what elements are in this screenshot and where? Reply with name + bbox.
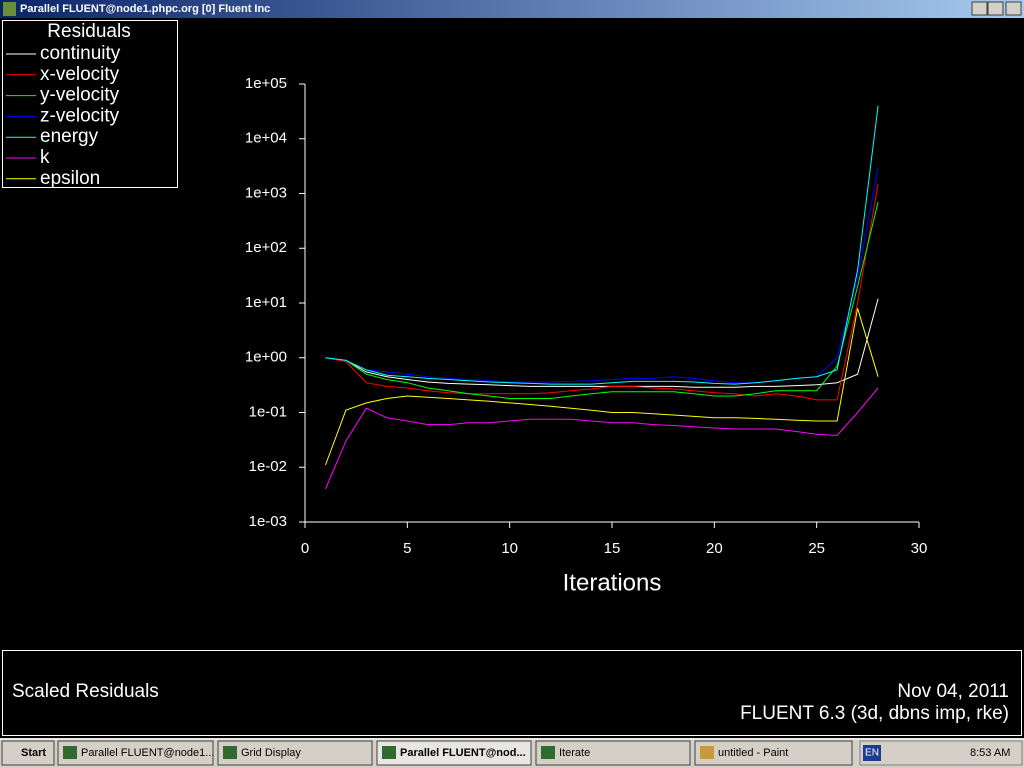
y-tick-label: 1e-02: [249, 458, 287, 475]
window-title: Parallel FLUENT@node1.phpc.org [0] Fluen…: [20, 3, 270, 15]
task-button[interactable]: [376, 740, 532, 766]
series-line: [325, 308, 879, 466]
lang-box[interactable]: [863, 745, 881, 761]
footer-title: Scaled Residuals: [12, 681, 159, 702]
y-tick-label: 1e+02: [245, 239, 287, 256]
start-label[interactable]: Start: [21, 747, 46, 759]
task-icon[interactable]: [63, 746, 77, 759]
series-line: [325, 387, 879, 490]
legend-label: k: [40, 147, 50, 168]
series-line: [325, 183, 879, 401]
y-tick-label: 1e+00: [245, 349, 287, 366]
task-icon[interactable]: [541, 746, 555, 759]
series-line: [325, 105, 879, 385]
window-controls[interactable]: [971, 1, 1022, 16]
y-tick-label: 1e+05: [245, 75, 287, 92]
task-button[interactable]: [694, 740, 853, 766]
minimize-button[interactable]: [971, 1, 988, 16]
footer-box: [2, 650, 1022, 736]
footer-date: Nov 04, 2011: [897, 681, 1009, 702]
x-tick-label: 15: [604, 540, 621, 557]
x-tick-label: 5: [403, 540, 411, 557]
x-tick-label: 30: [911, 540, 928, 557]
series-line: [325, 167, 879, 384]
lang[interactable]: EN: [865, 748, 879, 759]
start-button[interactable]: Start: [1, 740, 55, 766]
app-icon: [3, 2, 16, 16]
title-bar: [0, 0, 1024, 18]
clock: 8:53 AM: [970, 747, 1010, 759]
x-tick-label: 25: [808, 540, 825, 557]
x-axis-label: Iterations: [563, 569, 662, 596]
series-line: [325, 298, 879, 388]
task-label[interactable]: Iterate: [559, 747, 590, 759]
legend-label: x-velocity: [40, 64, 120, 85]
y-tick-label: 1e+01: [245, 294, 287, 311]
footer-version: FLUENT 6.3 (3d, dbns imp, rke): [740, 703, 1009, 724]
task-icon[interactable]: [700, 746, 714, 759]
y-tick-label: 1e+04: [245, 130, 287, 147]
legend-label: epsilon: [40, 168, 100, 189]
y-tick-label: 1e+03: [245, 184, 287, 201]
task-icon[interactable]: [382, 746, 396, 759]
task-button[interactable]: [57, 740, 214, 766]
series-line: [325, 201, 879, 399]
task-button[interactable]: [535, 740, 691, 766]
start-frame[interactable]: [1, 740, 55, 766]
maximize-button[interactable]: [987, 1, 1004, 16]
x-tick-label: 20: [706, 540, 723, 557]
task-label[interactable]: untitled - Paint: [718, 747, 788, 759]
task-icon[interactable]: [223, 746, 237, 759]
close-button[interactable]: [1005, 1, 1022, 16]
task-button[interactable]: [217, 740, 373, 766]
x-tick-label: 10: [501, 540, 518, 557]
legend-title: Residuals: [47, 21, 130, 42]
legend-box: [2, 20, 178, 188]
legend-label: y-velocity: [40, 85, 120, 106]
legend-label: z-velocity: [40, 105, 120, 126]
task-label[interactable]: Parallel FLUENT@nod...: [400, 747, 526, 759]
tray: [859, 740, 1023, 766]
task-label[interactable]: Grid Display: [241, 747, 301, 759]
x-tick-label: 0: [301, 540, 309, 557]
y-tick-label: 1e-01: [249, 403, 287, 420]
legend-label: energy: [40, 126, 99, 147]
task-label[interactable]: Parallel FLUENT@node1...: [81, 747, 214, 759]
y-tick-label: 1e-03: [249, 513, 287, 530]
legend-label: continuity: [40, 43, 121, 64]
